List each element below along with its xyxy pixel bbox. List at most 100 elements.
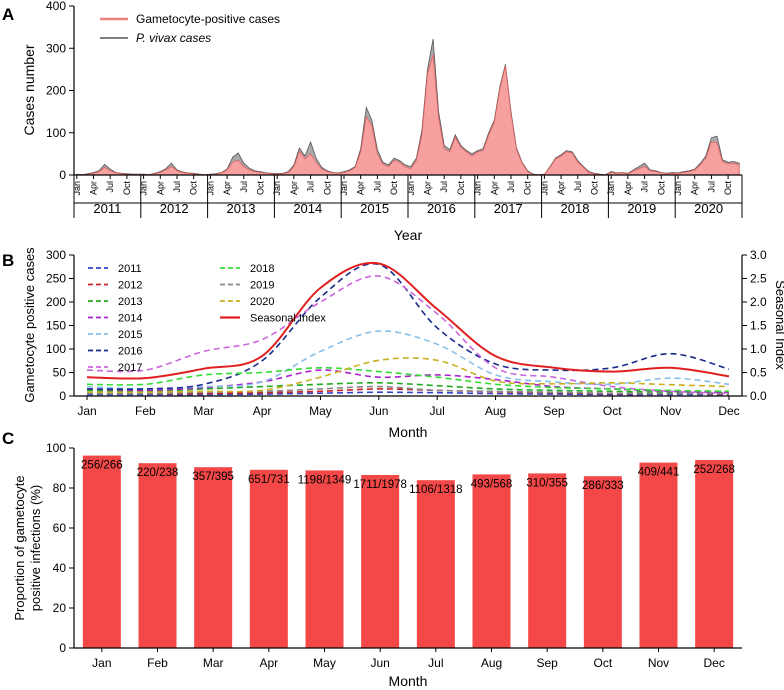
x-tick-label: Feb <box>135 404 156 418</box>
month-tick-label: Oct <box>255 181 265 196</box>
x-tick-label: Mar <box>203 656 224 670</box>
month-tick-label: Jul <box>573 181 583 193</box>
month-tick-label: Oct <box>456 181 466 196</box>
year-label: 2017 <box>494 201 523 216</box>
panel-b-x-axis-label: Month <box>389 424 428 440</box>
month-tick-label: Jan <box>205 181 215 196</box>
y-tick-label: 100 <box>46 126 66 140</box>
x-tick-label: Jul <box>428 656 443 670</box>
panel-a-month-ticks: Jan Apr Jul Oct Jan Apr Jul Oct Jan Apr Jul Oct Jan A… <box>72 175 733 196</box>
month-tick-label: Oct <box>523 181 533 196</box>
bar-apr <box>249 469 288 648</box>
bar-jun <box>361 475 400 648</box>
month-tick-label: Jan <box>406 181 416 196</box>
y2-tick-label: 2.5 <box>750 272 767 286</box>
y2-tick-label: 2.0 <box>750 295 767 309</box>
bar-data-label: 651/731 <box>248 474 290 486</box>
bar-jul <box>416 480 455 648</box>
x-tick-label: Feb <box>147 656 168 670</box>
y2-tick-label: 3.0 <box>750 248 767 262</box>
line-series-2015 <box>86 330 730 390</box>
month-tick-label: Oct <box>189 181 199 196</box>
bar-data-label: 357/395 <box>192 471 234 483</box>
y-tick-label: 20 <box>53 601 67 615</box>
y-tick-label: 0 <box>59 389 66 403</box>
panel-c-x-ticks: Jan Feb Mar Apr May Jun Jul Aug Sep Oct Nov Dec <box>92 648 725 670</box>
x-tick-label: Jan <box>77 404 96 418</box>
year-label: 2019 <box>627 201 656 216</box>
y-tick-label: 400 <box>46 0 66 13</box>
legend-label-2015: 2015 <box>118 329 142 341</box>
month-tick-label: Apr <box>556 181 566 195</box>
panel-c-bars <box>82 455 734 648</box>
year-label: 2016 <box>427 201 456 216</box>
month-tick-label: Apr <box>422 181 432 195</box>
bar-data-label: 220/238 <box>137 467 179 479</box>
y2-tick-label: 0.5 <box>750 366 767 380</box>
month-tick-label: Jan <box>139 181 149 196</box>
year-label: 2011 <box>93 201 121 216</box>
month-tick-label: Jul <box>640 181 650 193</box>
x-tick-label: Dec <box>703 656 724 670</box>
y-tick-label: 0 <box>59 641 66 655</box>
month-tick-label: Jan <box>272 181 282 196</box>
y-tick-label: 200 <box>46 295 66 309</box>
year-label: 2020 <box>694 201 723 216</box>
bar-data-label: 1198/1349 <box>298 474 352 486</box>
bar-data-label: 1711/1978 <box>353 479 407 491</box>
bar-mar <box>194 467 233 648</box>
month-tick-label: Jul <box>172 181 182 193</box>
x-tick-label: Apr <box>259 656 278 670</box>
panel-c-bar-labels: 256/266 220/238 357/395 651/731 1198/1349 171… <box>81 460 735 497</box>
month-tick-label: Jan <box>72 181 82 196</box>
y2-tick-label: 0.0 <box>750 389 767 403</box>
month-tick-label: Apr <box>623 181 633 195</box>
bar-data-label: 1106/1318 <box>409 484 463 496</box>
panel-b-chart: 0 50 100 150 200 250 300 0.0 0.5 1.0 1.5 2.0 2.5 3.0… <box>22 247 784 440</box>
y-tick-label: 200 <box>46 84 66 98</box>
month-tick-label: Jan <box>339 181 349 196</box>
legend-label-gametocyte: Gametocyte-positive cases <box>136 12 280 26</box>
line-series-2018 <box>86 366 730 393</box>
x-tick-label: Aug <box>481 656 502 670</box>
month-tick-label: Jul <box>439 181 449 193</box>
month-tick-label: Apr <box>222 181 232 195</box>
line-series-2013 <box>86 381 730 394</box>
y2-tick-label: 1.0 <box>750 342 767 356</box>
month-tick-label: Oct <box>589 181 599 196</box>
legend-label-2014: 2014 <box>118 313 142 325</box>
legend-label-2020: 2020 <box>250 296 274 308</box>
year-label: 2013 <box>227 201 256 216</box>
line-series-2011 <box>86 391 729 396</box>
month-tick-label: Oct <box>723 181 733 196</box>
bar-may <box>305 470 344 648</box>
x-tick-label: Jun <box>370 656 389 670</box>
y-tick-label: 80 <box>53 481 67 495</box>
line-series-2019 <box>86 385 730 395</box>
legend-label-2016: 2016 <box>118 346 142 358</box>
month-tick-label: Apr <box>356 181 366 195</box>
panel-c-x-axis-label: Month <box>389 673 428 689</box>
y2-tick-label: 1.5 <box>750 319 767 333</box>
month-tick-label: Jan <box>673 181 683 196</box>
x-tick-label: Dec <box>718 404 739 418</box>
bar-data-label: 409/441 <box>638 467 680 479</box>
panel-c-chart: 0 20 40 60 80 100 Jan Feb Mar Apr May Jun Jul Aug Sep… <box>12 441 742 689</box>
line-series-2020 <box>86 357 730 394</box>
area-series-vivax <box>76 38 740 176</box>
month-tick-label: Jul <box>706 181 716 193</box>
month-tick-label: Jul <box>239 181 249 193</box>
legend-label-2019: 2019 <box>250 280 274 292</box>
year-label: 2014 <box>293 201 322 216</box>
panel-c-y-axis-label-line2: positive infections (%) <box>28 485 43 611</box>
bar-data-label: 493/568 <box>471 478 513 490</box>
x-tick-label: Sep <box>543 404 565 418</box>
y-tick-label: 300 <box>46 248 66 262</box>
panel-b-y2-axis-label: Seasonal Index <box>773 280 784 370</box>
y-tick-label: 300 <box>46 41 66 55</box>
month-tick-label: Oct <box>389 181 399 196</box>
month-tick-label: Apr <box>289 181 299 195</box>
legend-label-seasonal-index: Seasonal Index <box>250 313 326 325</box>
panel-b-y2-ticks: 0.0 0.5 1.0 1.5 2.0 2.5 3.0 <box>742 248 767 403</box>
panel-a-y-ticks: 0 100 200 300 400 <box>46 0 74 182</box>
